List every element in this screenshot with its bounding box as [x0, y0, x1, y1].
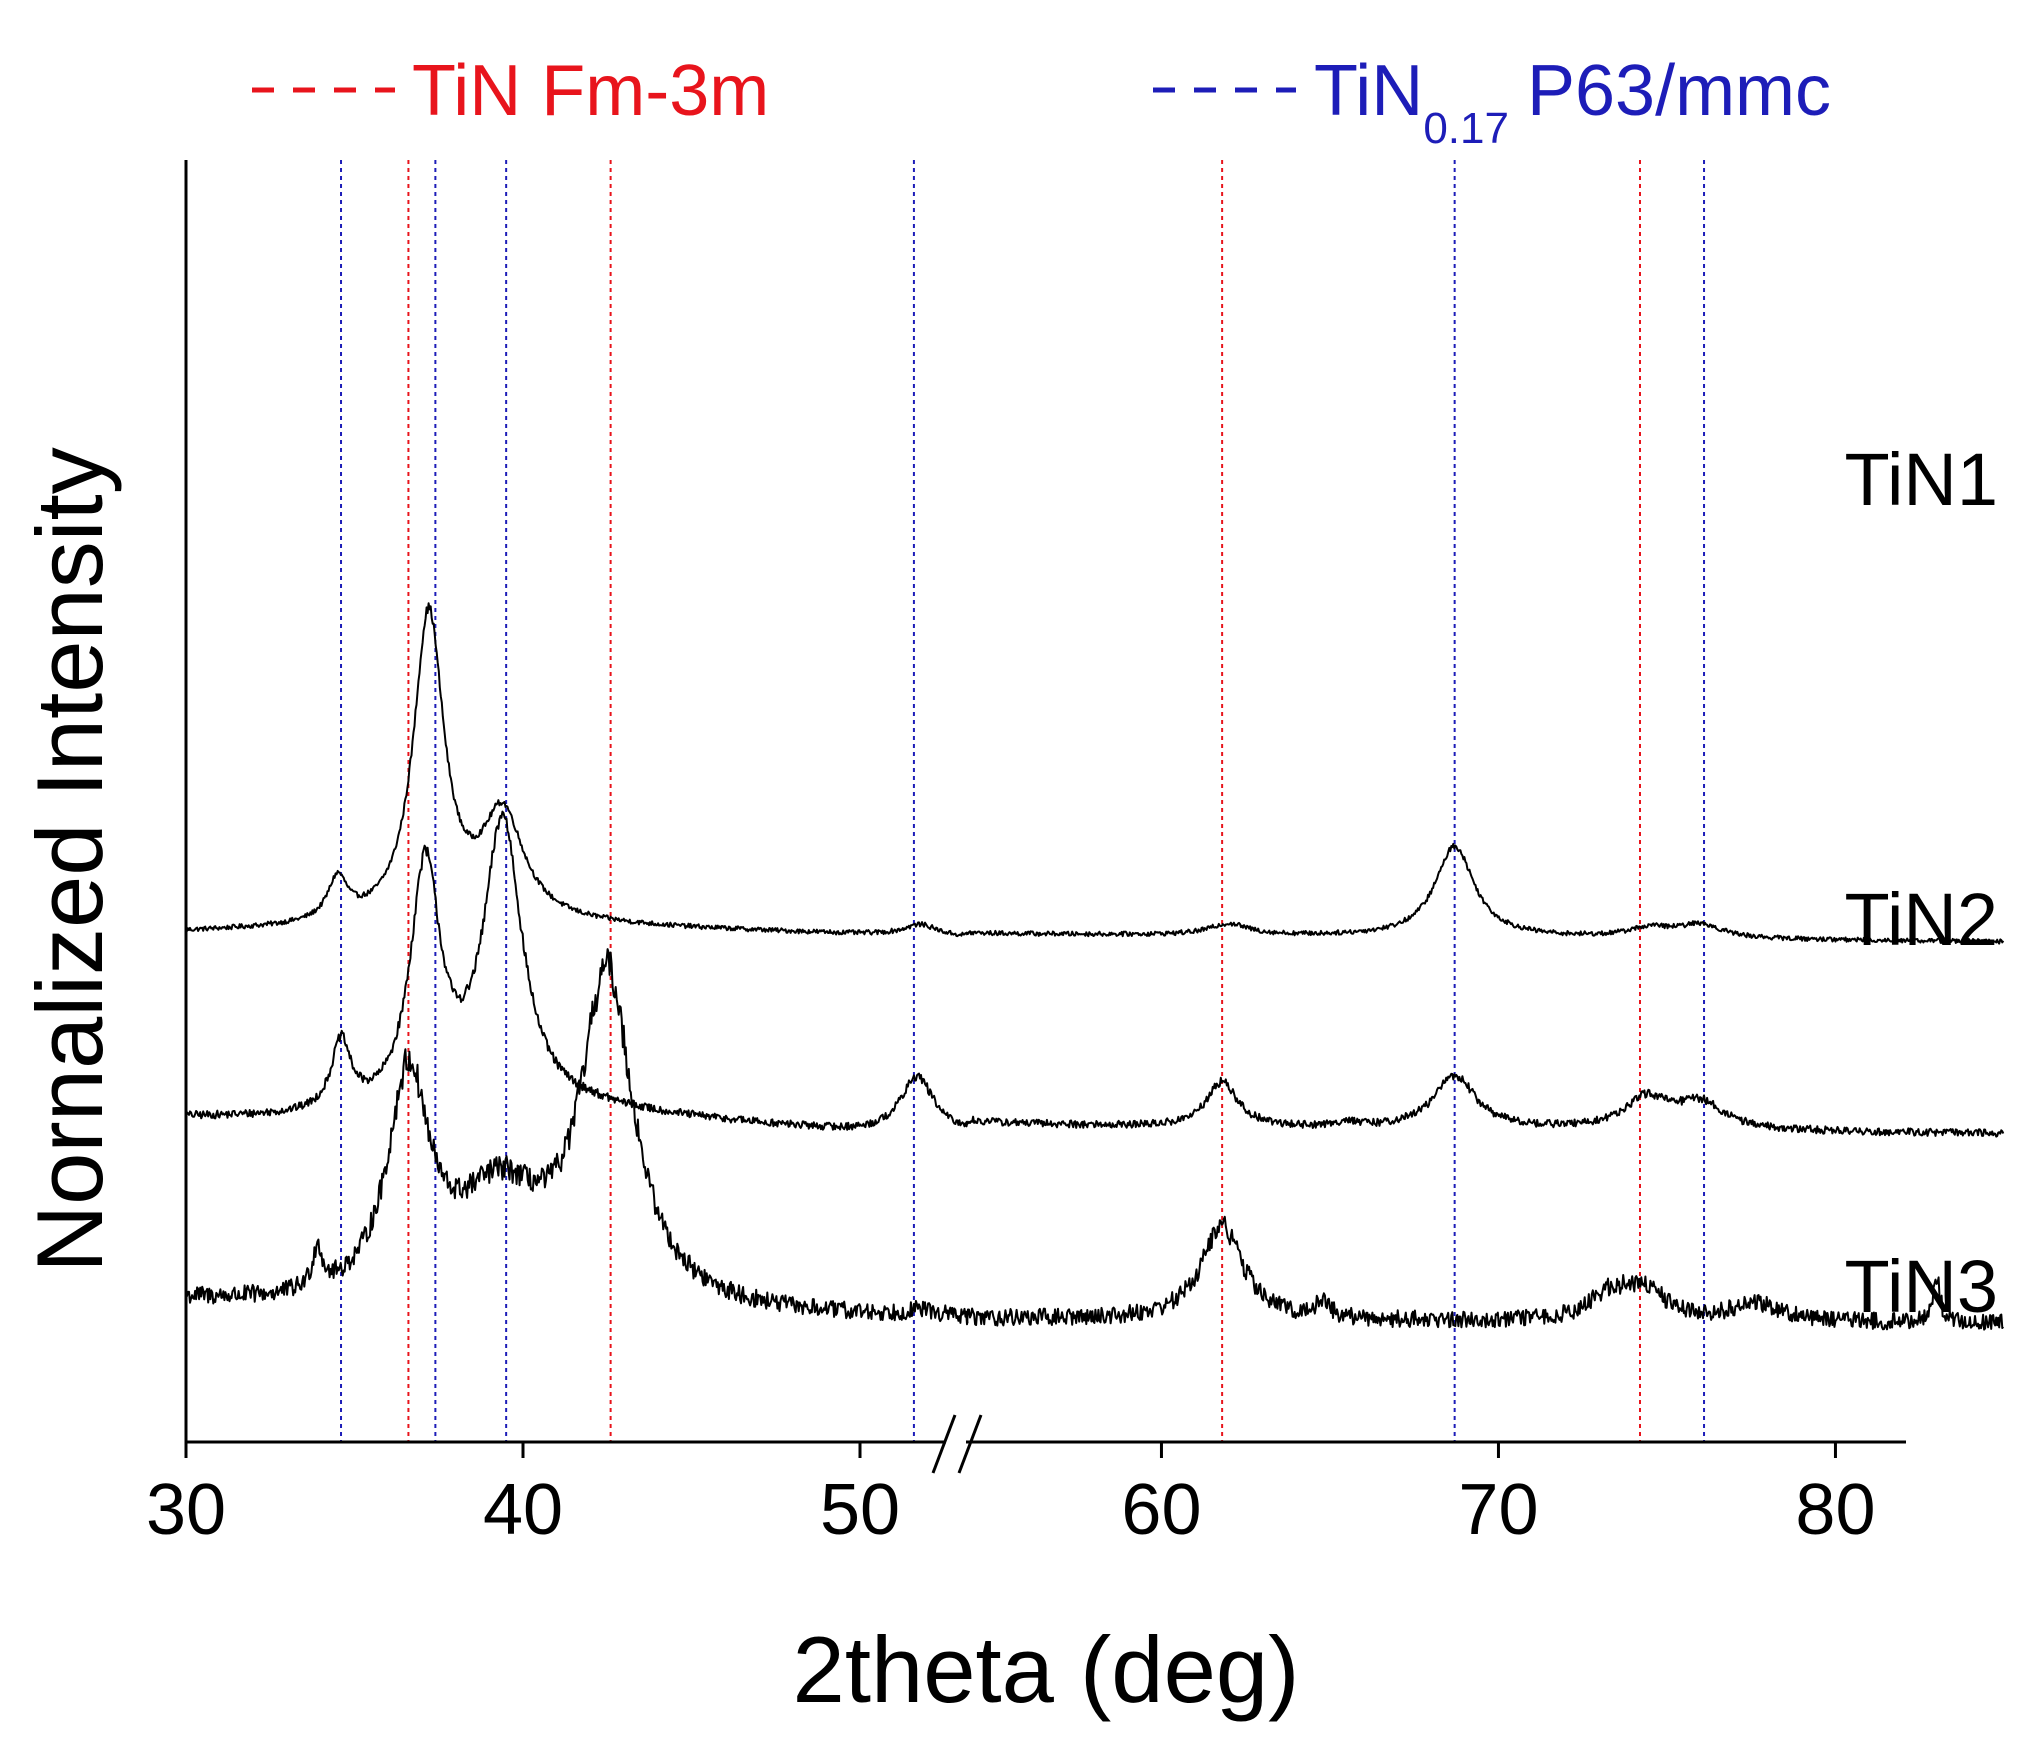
- reference-lines: [340, 160, 1706, 1442]
- trace-tin1-segment-1: [185, 602, 969, 938]
- trace-tin2-segment-1: [185, 810, 969, 1131]
- x-tick-label-40: 40: [483, 1470, 563, 1550]
- series-label-tin2: TiN2: [1845, 878, 1999, 961]
- x-tick-label-60: 60: [1121, 1470, 1201, 1550]
- series-label-tin1: TiN1: [1845, 438, 1999, 521]
- trace-tin3-segment-2: [965, 1215, 2005, 1331]
- legend-label-tin-fm3m: TiN Fm-3m: [412, 51, 769, 131]
- axis-break-slash-2: [957, 1414, 983, 1474]
- y-axis-title: Nornalized Intensity: [17, 447, 122, 1273]
- x-ticks: 30 40 50 60 70 80: [146, 1442, 1876, 1550]
- diffraction-traces: [185, 602, 2005, 1331]
- series-label-tin3: TiN3: [1845, 1245, 1999, 1328]
- trace-tin3-segment-1: [185, 948, 969, 1324]
- axis-break-slash-1: [931, 1414, 957, 1474]
- x-axis-title: 2theta (deg): [793, 1617, 1300, 1722]
- legend-label-tin017-suffix: P63/mmc: [1527, 51, 1831, 131]
- legend-label-tin017-base: TiN: [1314, 51, 1423, 131]
- legend: TiN Fm-3m TiN0.17 P63/mmc: [252, 51, 1831, 153]
- axis-break-mark: [931, 1414, 983, 1474]
- trace-tin2-segment-2: [965, 1072, 2005, 1138]
- trace-tin1-segment-2: [965, 842, 2005, 945]
- x-tick-label-80: 80: [1795, 1470, 1875, 1550]
- legend-label-tin017-p63mmc: TiN0.17 P63/mmc: [1314, 51, 1831, 153]
- x-tick-label-50: 50: [820, 1470, 900, 1550]
- legend-label-tin017-subscript: 0.17: [1423, 104, 1509, 153]
- axes: 30 40 50 60 70 80: [146, 160, 1906, 1550]
- x-tick-label-70: 70: [1458, 1470, 1538, 1550]
- x-tick-label-30: 30: [146, 1470, 226, 1550]
